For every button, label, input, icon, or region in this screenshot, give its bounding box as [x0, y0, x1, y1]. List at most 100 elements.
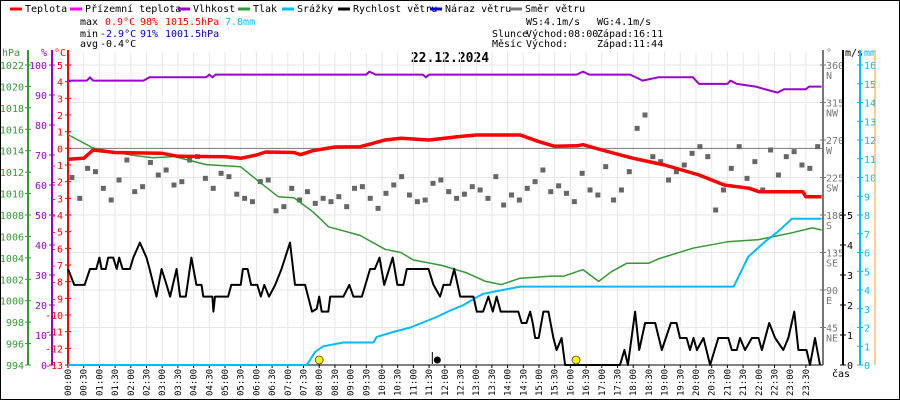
direction-axis-compass-label: N: [826, 71, 832, 82]
sunrise-time: Východ:08:00: [526, 28, 598, 40]
pressure-axis-tick-label: 1020: [0, 82, 24, 93]
time-tick-label: 21:30: [739, 369, 749, 396]
time-tick-label: 06:00: [252, 369, 262, 396]
humidity-axis-tick-label: 30: [35, 271, 47, 282]
humidity-axis-tick-label: 90: [35, 91, 47, 102]
wind-axis-tick-label: 2: [847, 301, 853, 312]
wind-direction-point: [509, 192, 515, 198]
time-tick-label: 22:00: [755, 369, 765, 396]
temperature-line: [67, 133, 822, 199]
rain-axis-tick-label: 6: [864, 249, 870, 260]
sunset-time: Západ:16:11: [597, 28, 663, 40]
pressure-axis-tick-label: 994: [6, 361, 24, 372]
direction-axis-tick-label: 180: [826, 211, 844, 222]
time-tick-label: 06:30: [268, 369, 278, 396]
wind-direction-point: [210, 185, 216, 191]
wind-direction-point: [571, 199, 577, 205]
pressure-axis-tick-label: 1010: [0, 190, 24, 201]
wind-direction-point: [234, 191, 240, 197]
temperature-axis-tick-label: -13: [45, 361, 63, 372]
wind-axis-tick-label: 4: [847, 241, 853, 252]
wind-direction-point: [155, 172, 161, 178]
rain-axis-tick-label: 13: [864, 117, 876, 128]
wind-direction-point: [430, 180, 436, 186]
legend-item-label: Teplota: [25, 4, 67, 15]
rain-axis-tick-label: 8: [864, 211, 870, 222]
wind-direction-point: [273, 208, 279, 214]
rain-axis-tick-label: 4: [864, 286, 870, 297]
wind-direction-point: [140, 184, 146, 190]
rain-axis-tick-label: 3: [864, 305, 870, 316]
wind-direction-point: [265, 177, 271, 183]
wind-axis-tick-label: 0: [847, 361, 853, 372]
wind-direction-point: [312, 200, 318, 206]
legend-item-label: Tlak: [253, 4, 277, 15]
direction-axis-compass-label: W: [826, 146, 833, 157]
chart-title: 22.12.2024: [411, 51, 489, 66]
humidity-axis-tick-label: 50: [35, 211, 47, 222]
moon-label: Měsíc: [492, 38, 522, 50]
time-tick-label: 16:00: [566, 369, 576, 396]
direction-axis-compass-label: SW: [826, 184, 839, 195]
wind-axis-tick-label: 1: [847, 331, 853, 342]
wind-direction-point: [328, 199, 334, 205]
rain-axis-tick-label: 12: [864, 136, 876, 147]
pressure-axis-tick-label: 1004: [0, 254, 24, 265]
wind-direction-point: [548, 189, 554, 195]
rain-axis-tick-label: 16: [864, 61, 876, 72]
wind-direction-point: [540, 167, 546, 173]
direction-axis-tick-label: 270: [826, 136, 844, 147]
time-tick-label: 20:00: [692, 369, 702, 396]
temperature-axis-tick-label: 3: [57, 94, 63, 105]
wind-direction-point: [524, 185, 530, 191]
time-tick-label: 12:00: [441, 369, 451, 396]
rain-axis-tick-label: 1: [864, 342, 870, 353]
wind-direction-point: [673, 169, 679, 175]
wind-direction-point: [383, 190, 389, 196]
humidity-axis-tick-label: 100: [29, 61, 47, 72]
sunrise-icon: [314, 355, 324, 365]
legend-item-label: Přízemní teplota: [85, 3, 181, 15]
humidity-axis-tick-label: 70: [35, 151, 47, 162]
time-tick-label: 22:30: [771, 369, 781, 396]
time-tick-label: 05:30: [237, 369, 247, 396]
time-tick-label: 11:30: [425, 369, 435, 396]
wind-direction-point: [650, 154, 656, 160]
wind-direction-point: [477, 187, 483, 193]
stats-min-humidity: 91%: [140, 29, 158, 40]
stats-max-label: max: [80, 17, 98, 28]
stats-min-temp: -2.9°C: [100, 29, 136, 40]
direction-axis-unit: °: [826, 48, 832, 59]
wind-direction-point: [775, 172, 781, 178]
direction-axis-tick-label: 45: [826, 324, 838, 335]
temperature-axis-tick-label: -4: [51, 211, 63, 222]
direction-axis-tick-label: 135: [826, 249, 844, 260]
stats-min-pressure: 1001.5hPa: [165, 29, 219, 40]
temperature-axis-tick-label: 1: [57, 128, 63, 139]
wind-direction-point: [563, 190, 569, 196]
rain-axis-tick-label: 9: [864, 192, 870, 203]
moonset-time: Západ:11:44: [597, 38, 663, 50]
time-tick-label: 18:30: [645, 369, 655, 396]
time-tick-label: 08:00: [315, 369, 325, 396]
time-tick-label: 03:30: [174, 369, 184, 396]
direction-axis-tick-label: 90: [826, 286, 838, 297]
time-tick-label: 19:30: [676, 369, 686, 396]
wind-direction-point: [147, 160, 153, 165]
wind-direction-point: [69, 175, 75, 180]
pressure-axis-tick-label: 1008: [0, 211, 24, 222]
time-tick-label: 01:30: [111, 369, 121, 396]
rain-line: [68, 217, 822, 366]
time-tick-label: 10:30: [394, 369, 404, 396]
wind-direction-point: [807, 165, 813, 171]
wind-direction-point: [179, 179, 185, 185]
temperature-axis-tick-label: -6: [51, 244, 63, 255]
legend-item-label: Rychlost větru: [353, 3, 437, 15]
wind-direction-point: [595, 192, 601, 198]
temperature-axis-tick-label: 2: [57, 111, 63, 122]
pressure-axis-tick-label: 998: [6, 318, 24, 329]
time-tick-label: 15:30: [551, 369, 561, 396]
wind-direction-point: [320, 195, 326, 201]
time-tick-label: 17:30: [614, 369, 624, 396]
